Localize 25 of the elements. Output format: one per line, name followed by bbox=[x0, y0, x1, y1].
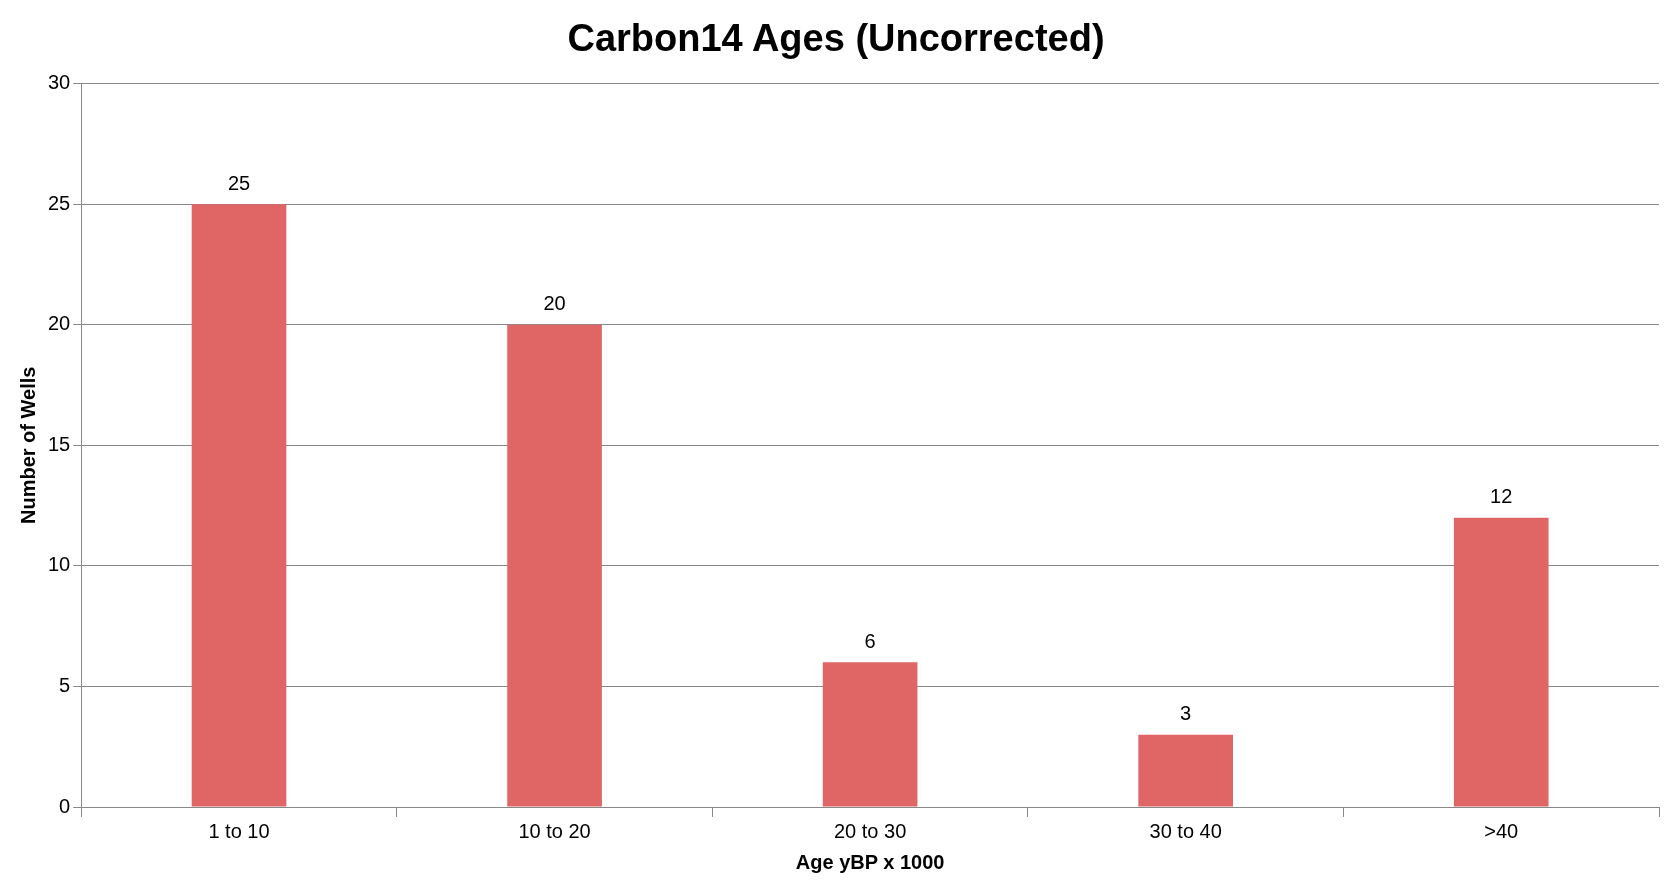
bar bbox=[191, 204, 287, 807]
x-tick-label: 20 to 30 bbox=[833, 819, 907, 842]
x-axis-title: Age yBP x 1000 bbox=[795, 850, 945, 873]
data-label: 3 bbox=[1180, 702, 1192, 725]
data-label: 20 bbox=[543, 292, 566, 315]
data-label: 25 bbox=[227, 171, 251, 194]
y-tick-label: 10 bbox=[48, 553, 71, 576]
bar bbox=[1453, 517, 1549, 807]
bar bbox=[822, 662, 918, 807]
y-tick-label: 15 bbox=[48, 432, 71, 455]
y-tick-label: 25 bbox=[48, 191, 71, 214]
y-axis-title: Number of Wells bbox=[16, 366, 39, 525]
y-tick-label: 5 bbox=[59, 673, 71, 696]
data-label: 12 bbox=[1490, 485, 1513, 508]
bar bbox=[507, 324, 602, 807]
chart-title: Carbon14 Ages (Uncorrected) bbox=[567, 17, 1105, 60]
x-tick-label: 10 to 20 bbox=[518, 819, 591, 842]
bar bbox=[1138, 734, 1234, 807]
y-tick-label: 20 bbox=[48, 312, 71, 335]
y-tick-label: 0 bbox=[59, 794, 71, 817]
data-label: 6 bbox=[864, 629, 876, 652]
x-tick-label: 30 to 40 bbox=[1149, 819, 1222, 842]
x-tick-label: 1 to 10 bbox=[208, 819, 270, 842]
x-tick-label: >40 bbox=[1484, 819, 1519, 842]
y-tick-label: 30 bbox=[48, 71, 71, 94]
